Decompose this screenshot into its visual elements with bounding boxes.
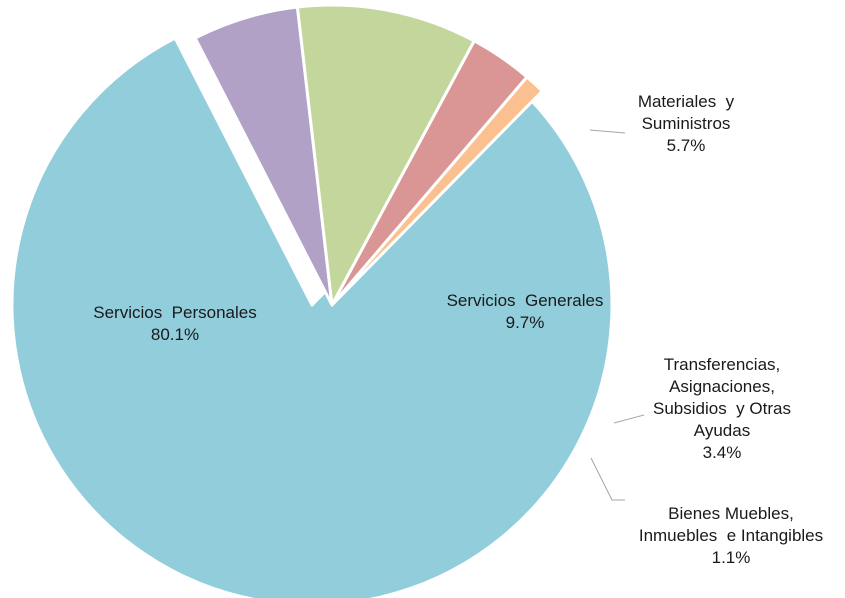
slice-value-label: 3.4% (703, 443, 742, 462)
pie-slice-1 (10, 36, 614, 598)
slice-name-line: Subsidios y Otras (653, 399, 791, 418)
leader-line-4 (613, 414, 645, 424)
slice-name-line: Transferencias, (664, 355, 781, 374)
slice-label-3: Servicios Generales 9.7% (447, 291, 604, 332)
slice-value-label: 9.7% (506, 313, 545, 332)
slice-value-label: 1.1% (712, 548, 751, 567)
slice-name-line: Asignaciones, (669, 377, 775, 396)
slice-name-line: Materiales y (638, 92, 735, 111)
slice-name-line: Bienes Muebles, (668, 504, 794, 523)
slice-label-1: Servicios Personales 80.1% (93, 303, 256, 344)
slice-name-line: Suministros (642, 114, 731, 133)
slice-name-line: Inmuebles e Intangibles (639, 526, 823, 545)
slice-label-2: Materiales y Suministros 5.7% (638, 92, 735, 155)
slice-name-line: Servicios Generales (447, 291, 604, 310)
slice-name-line: Ayudas (694, 421, 750, 440)
slice-label-4: Transferencias, Asignaciones, Subsidios y … (653, 355, 791, 462)
leader-line-5 (590, 457, 625, 501)
pie-slice-5 (330, 75, 544, 307)
slice-name-line: Servicios Personales (93, 303, 256, 322)
slice-value-label: 5.7% (667, 136, 706, 155)
slice-value-label: 80.1% (151, 325, 199, 344)
slice-label-5: Bienes Muebles, Inmuebles e Intangibles 1.… (639, 504, 823, 567)
pie-slice-3 (295, 3, 476, 307)
leader-line-2 (589, 129, 626, 134)
